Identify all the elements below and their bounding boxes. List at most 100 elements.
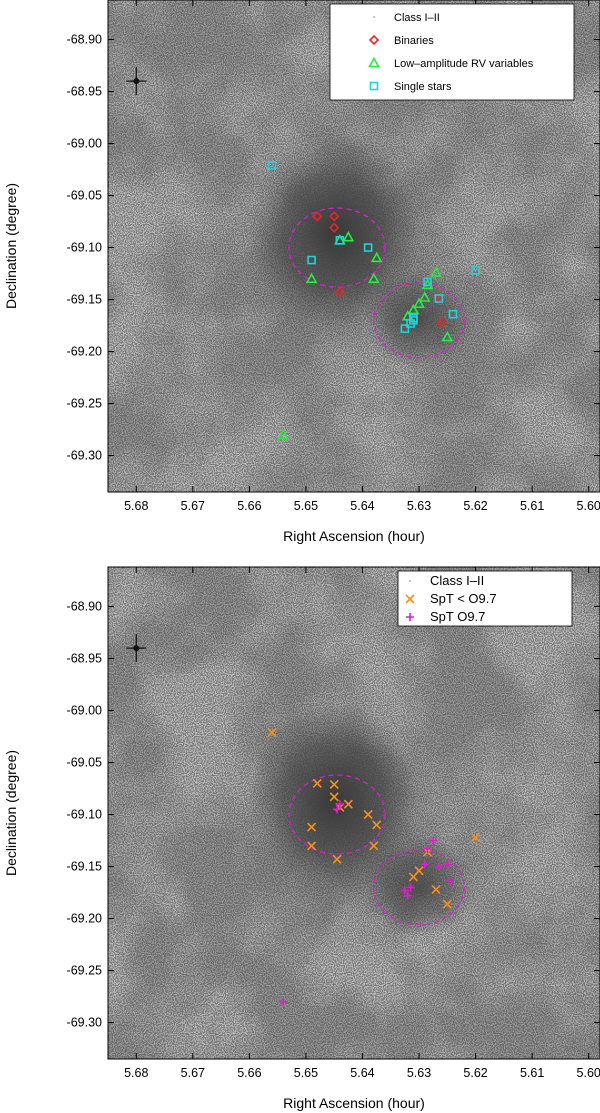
legend-marker	[406, 613, 414, 621]
data-point	[307, 822, 317, 832]
data-point	[407, 303, 420, 315]
data-point	[372, 820, 382, 830]
data-point	[329, 792, 339, 802]
x-tick-label: 5.62	[463, 1066, 487, 1080]
x-axis-label: Right Ascension (hour)	[283, 1095, 425, 1111]
legend-marker	[405, 594, 415, 604]
data-point	[343, 799, 353, 809]
y-tick-label: -68.95	[67, 652, 102, 666]
x-tick-label: 5.66	[237, 1066, 261, 1080]
data-point	[421, 278, 434, 290]
x-tick-label: 5.64	[350, 499, 374, 513]
data-point	[369, 841, 379, 851]
data-point	[430, 266, 442, 277]
legend-label: SpT O9.7	[430, 609, 485, 624]
data-point	[429, 836, 438, 845]
data-point	[307, 841, 317, 851]
data-point	[418, 291, 431, 302]
data-point	[342, 231, 355, 242]
y-tick-label: -69.00	[67, 704, 102, 718]
y-tick-label: -69.05	[67, 189, 102, 203]
y-tick-label: -68.90	[67, 33, 102, 47]
x-tick-label: 5.67	[181, 1066, 205, 1080]
x-tick-label: 5.60	[577, 499, 600, 513]
x-tick-label: 5.68	[124, 499, 148, 513]
y-tick-label: -68.95	[67, 85, 102, 99]
data-point	[329, 222, 340, 233]
y-tick-label: -69.30	[67, 449, 102, 463]
data-point	[334, 287, 345, 298]
data-point	[441, 330, 454, 342]
y-tick-label: -69.10	[67, 241, 102, 255]
data-point	[333, 805, 342, 814]
data-point	[329, 779, 339, 789]
data-point	[307, 255, 316, 265]
region-circle	[288, 774, 386, 855]
data-point	[433, 294, 444, 305]
x-tick-label: 5.63	[407, 1066, 431, 1080]
data-point	[312, 778, 322, 788]
data-point	[471, 266, 480, 275]
data-point	[363, 243, 373, 252]
data-point	[305, 272, 318, 284]
x-tick-label: 5.68	[124, 1066, 148, 1080]
data-point	[431, 884, 441, 895]
series-diamond	[312, 211, 447, 328]
data-point	[446, 877, 455, 886]
data-point	[442, 899, 452, 909]
data-point	[400, 324, 410, 333]
x-tick-label: 5.66	[237, 499, 261, 513]
data-point	[413, 297, 425, 309]
x-tick-label: 5.65	[294, 499, 318, 513]
region-circle	[373, 849, 465, 926]
data-point	[279, 997, 288, 1006]
data-point	[277, 428, 290, 440]
data-point	[403, 891, 412, 900]
y-tick-label: -69.20	[67, 345, 102, 359]
legend-marker	[368, 34, 380, 46]
data-point	[448, 309, 458, 319]
x-tick-label: 5.62	[463, 499, 487, 513]
x-tick-label: 5.60	[577, 1066, 600, 1080]
nebula-image	[108, 567, 600, 1059]
data-point	[471, 832, 481, 843]
data-point	[367, 272, 380, 284]
data-point	[434, 862, 443, 871]
series-square	[267, 161, 480, 333]
x-axis-label: Right Ascension (hour)	[283, 528, 425, 544]
y-tick-label: -69.25	[67, 397, 102, 411]
x-tick-label: 5.63	[407, 499, 431, 513]
y-tick-label: -68.90	[67, 600, 102, 614]
legend-label: Binaries	[394, 35, 434, 47]
data-point	[420, 860, 429, 869]
legend-marker	[369, 81, 379, 91]
region-circle	[373, 282, 465, 359]
x-tick-label: 5.67	[181, 499, 205, 513]
bottom-panel: 5.68 5.67 5.66 5.65 5.64 5.63 5.62 5.61 5.60 -68.…	[3, 566, 600, 1111]
data-point	[335, 800, 344, 809]
legend-label: SpT < O9.7	[430, 591, 497, 606]
data-point	[400, 886, 409, 895]
data-point	[370, 251, 383, 263]
x-tick-label: 5.61	[520, 499, 544, 513]
data-point	[423, 844, 432, 853]
series-plus	[279, 800, 455, 1006]
data-point	[329, 211, 340, 222]
legend-marker	[368, 56, 380, 68]
data-point	[267, 161, 277, 170]
legend: Class I–II SpT < O9.7 SpT O9.7	[397, 570, 573, 627]
y-tick-label: -69.00	[67, 137, 102, 151]
y-axis-label: Declination (degree)	[3, 750, 19, 876]
data-point	[409, 316, 418, 325]
plot-frame	[107, 566, 600, 1060]
data-point	[408, 872, 418, 882]
data-point	[423, 277, 432, 287]
y-tick-label: -69.15	[67, 860, 102, 874]
y-tick-label: -69.15	[67, 293, 102, 307]
data-point	[436, 317, 447, 328]
data-point	[335, 235, 345, 245]
legend-label: Class I–II	[430, 573, 484, 588]
legend-label: Low–amplitude RV variables	[394, 58, 534, 70]
data-point	[443, 860, 452, 869]
